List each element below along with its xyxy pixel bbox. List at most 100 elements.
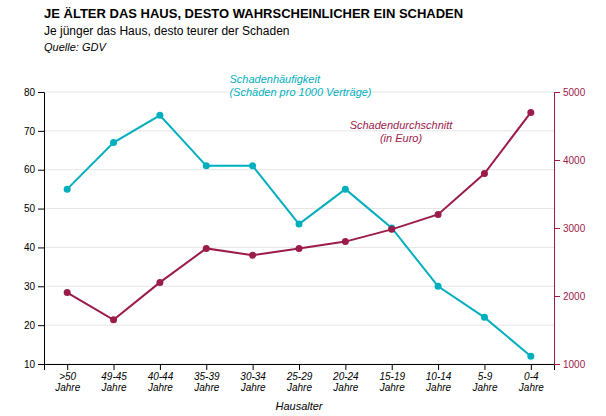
series-line (67, 115, 531, 356)
title: JE ÄLTER DAS HAUS, DESTO WAHRSCHEINLICHE… (44, 6, 463, 21)
x-tick-mark (392, 364, 393, 370)
y-axis-line (38, 93, 45, 365)
x-tick-mark (206, 364, 207, 370)
x-tick-label: >50Jahre (54, 371, 80, 393)
x-tick: 5-9Jahre (471, 364, 497, 393)
x-tick-mark (484, 364, 485, 370)
series-marker (342, 238, 349, 245)
y2-tick: 4000 (554, 155, 586, 166)
series-marker (203, 162, 210, 169)
text-line: Jahre (425, 382, 451, 393)
x-axis-title: Hausalter (275, 400, 323, 412)
grid-line (44, 169, 554, 170)
y-tick-label: 20 (24, 320, 36, 331)
text-line: Jahre (54, 382, 80, 393)
text-line: Schadendurchschnitt (350, 119, 454, 131)
text-line: 15-19 (379, 371, 405, 382)
x-tick: 25-29Jahre (286, 364, 313, 393)
x-tick-mark (67, 364, 68, 370)
series-marker (203, 245, 210, 252)
x-tick-label: 0-4Jahre (518, 371, 544, 393)
y-tick-label: 60 (24, 164, 36, 175)
text-line: 5-9 (478, 371, 493, 382)
y2-tick-mark (554, 92, 560, 93)
x-tick-label: 49-45Jahre (101, 371, 128, 393)
x-tick-label: 15-19Jahre (379, 371, 406, 393)
x-tick-label: 5-9Jahre (471, 371, 497, 393)
series-marker (110, 316, 117, 323)
y2-tick-mark (554, 160, 560, 161)
x-tick: 35-39Jahre (193, 364, 220, 393)
series-marker (435, 211, 442, 218)
chart: JE ÄLTER DAS HAUS, DESTO WAHRSCHEINLICHE… (0, 0, 606, 416)
series-marker (64, 186, 71, 193)
x-tick: 10-14Jahre (425, 364, 452, 393)
y2-tick-label: 1000 (563, 359, 586, 370)
x-tick-label: 40-44Jahre (147, 371, 174, 393)
y-tick-label: 10 (24, 359, 36, 370)
text-line: (in Euro) (380, 132, 423, 144)
source: Quelle: GDV (44, 41, 107, 53)
x-axis: >50Jahre49-45Jahre40-44Jahre35-39Jahre30… (45, 364, 555, 393)
plot: >50Jahre49-45Jahre40-44Jahre35-39Jahre30… (24, 73, 586, 393)
y2-tick-label: 4000 (563, 155, 586, 166)
text-line: 40-44 (148, 371, 174, 382)
series-marker (481, 170, 488, 177)
y-tick-label: 40 (24, 242, 36, 253)
text-line: Jahre (286, 382, 312, 393)
y-tick-mark (38, 364, 44, 365)
text-line: Jahre (240, 382, 266, 393)
series-marker (249, 162, 256, 169)
text-line: 30-34 (240, 371, 266, 382)
y2-tick-mark (554, 296, 560, 297)
series-line (67, 112, 531, 319)
x-axis-line (45, 365, 555, 371)
x-tick-mark (345, 364, 346, 370)
x-tick-mark (253, 364, 254, 370)
x-tick-mark (160, 364, 161, 370)
y2-tick-label: 5000 (563, 87, 586, 98)
series-marker (249, 252, 256, 259)
x-tick: >50Jahre (54, 364, 80, 393)
text-line: 20-24 (332, 371, 359, 382)
y-tick: 50 (24, 203, 44, 214)
grid-line (44, 130, 554, 131)
series-marker (527, 109, 534, 116)
text-line: Jahre (101, 382, 127, 393)
grid (44, 92, 554, 364)
series-marker (435, 283, 442, 290)
y-tick: 70 (24, 126, 44, 137)
text-line: 25-29 (286, 371, 313, 382)
series-marker (296, 221, 303, 228)
series-marker (156, 279, 163, 286)
series-marker (342, 186, 349, 193)
x-tick-mark (531, 364, 532, 370)
y-tick-label: 80 (24, 87, 36, 98)
y-tick: 20 (24, 320, 44, 331)
y-tick: 10 (24, 359, 44, 370)
series-marker (110, 139, 117, 146)
series-marker (156, 112, 163, 119)
x-tick-label: 30-34Jahre (240, 371, 267, 393)
y2-axis: 10002000300040005000 (554, 87, 586, 370)
y-tick-label: 50 (24, 203, 36, 214)
y-tick-mark (38, 247, 44, 248)
x-tick-mark (299, 364, 300, 370)
series-label: Schadenhäufigkeit(Schäden pro 1000 Vertr… (229, 73, 371, 98)
y2-tick-mark (554, 364, 560, 365)
text-line: (Schäden pro 1000 Verträge) (229, 86, 371, 98)
y2-tick-label: 3000 (563, 223, 586, 234)
x-tick-mark (438, 364, 439, 370)
text-line: 0-4 (524, 371, 539, 382)
y-tick-mark (38, 131, 44, 132)
text-line: >50 (59, 371, 76, 382)
grid-line (44, 325, 554, 326)
y-tick-mark (38, 286, 44, 287)
text-line: Schadenhäufigkeit (229, 73, 320, 85)
series-marker (296, 245, 303, 252)
y-tick-label: 30 (24, 281, 36, 292)
text-line: 49-45 (101, 371, 127, 382)
y2-axis-line (555, 93, 561, 365)
series-marker (481, 314, 488, 321)
text-line: Jahre (379, 382, 405, 393)
